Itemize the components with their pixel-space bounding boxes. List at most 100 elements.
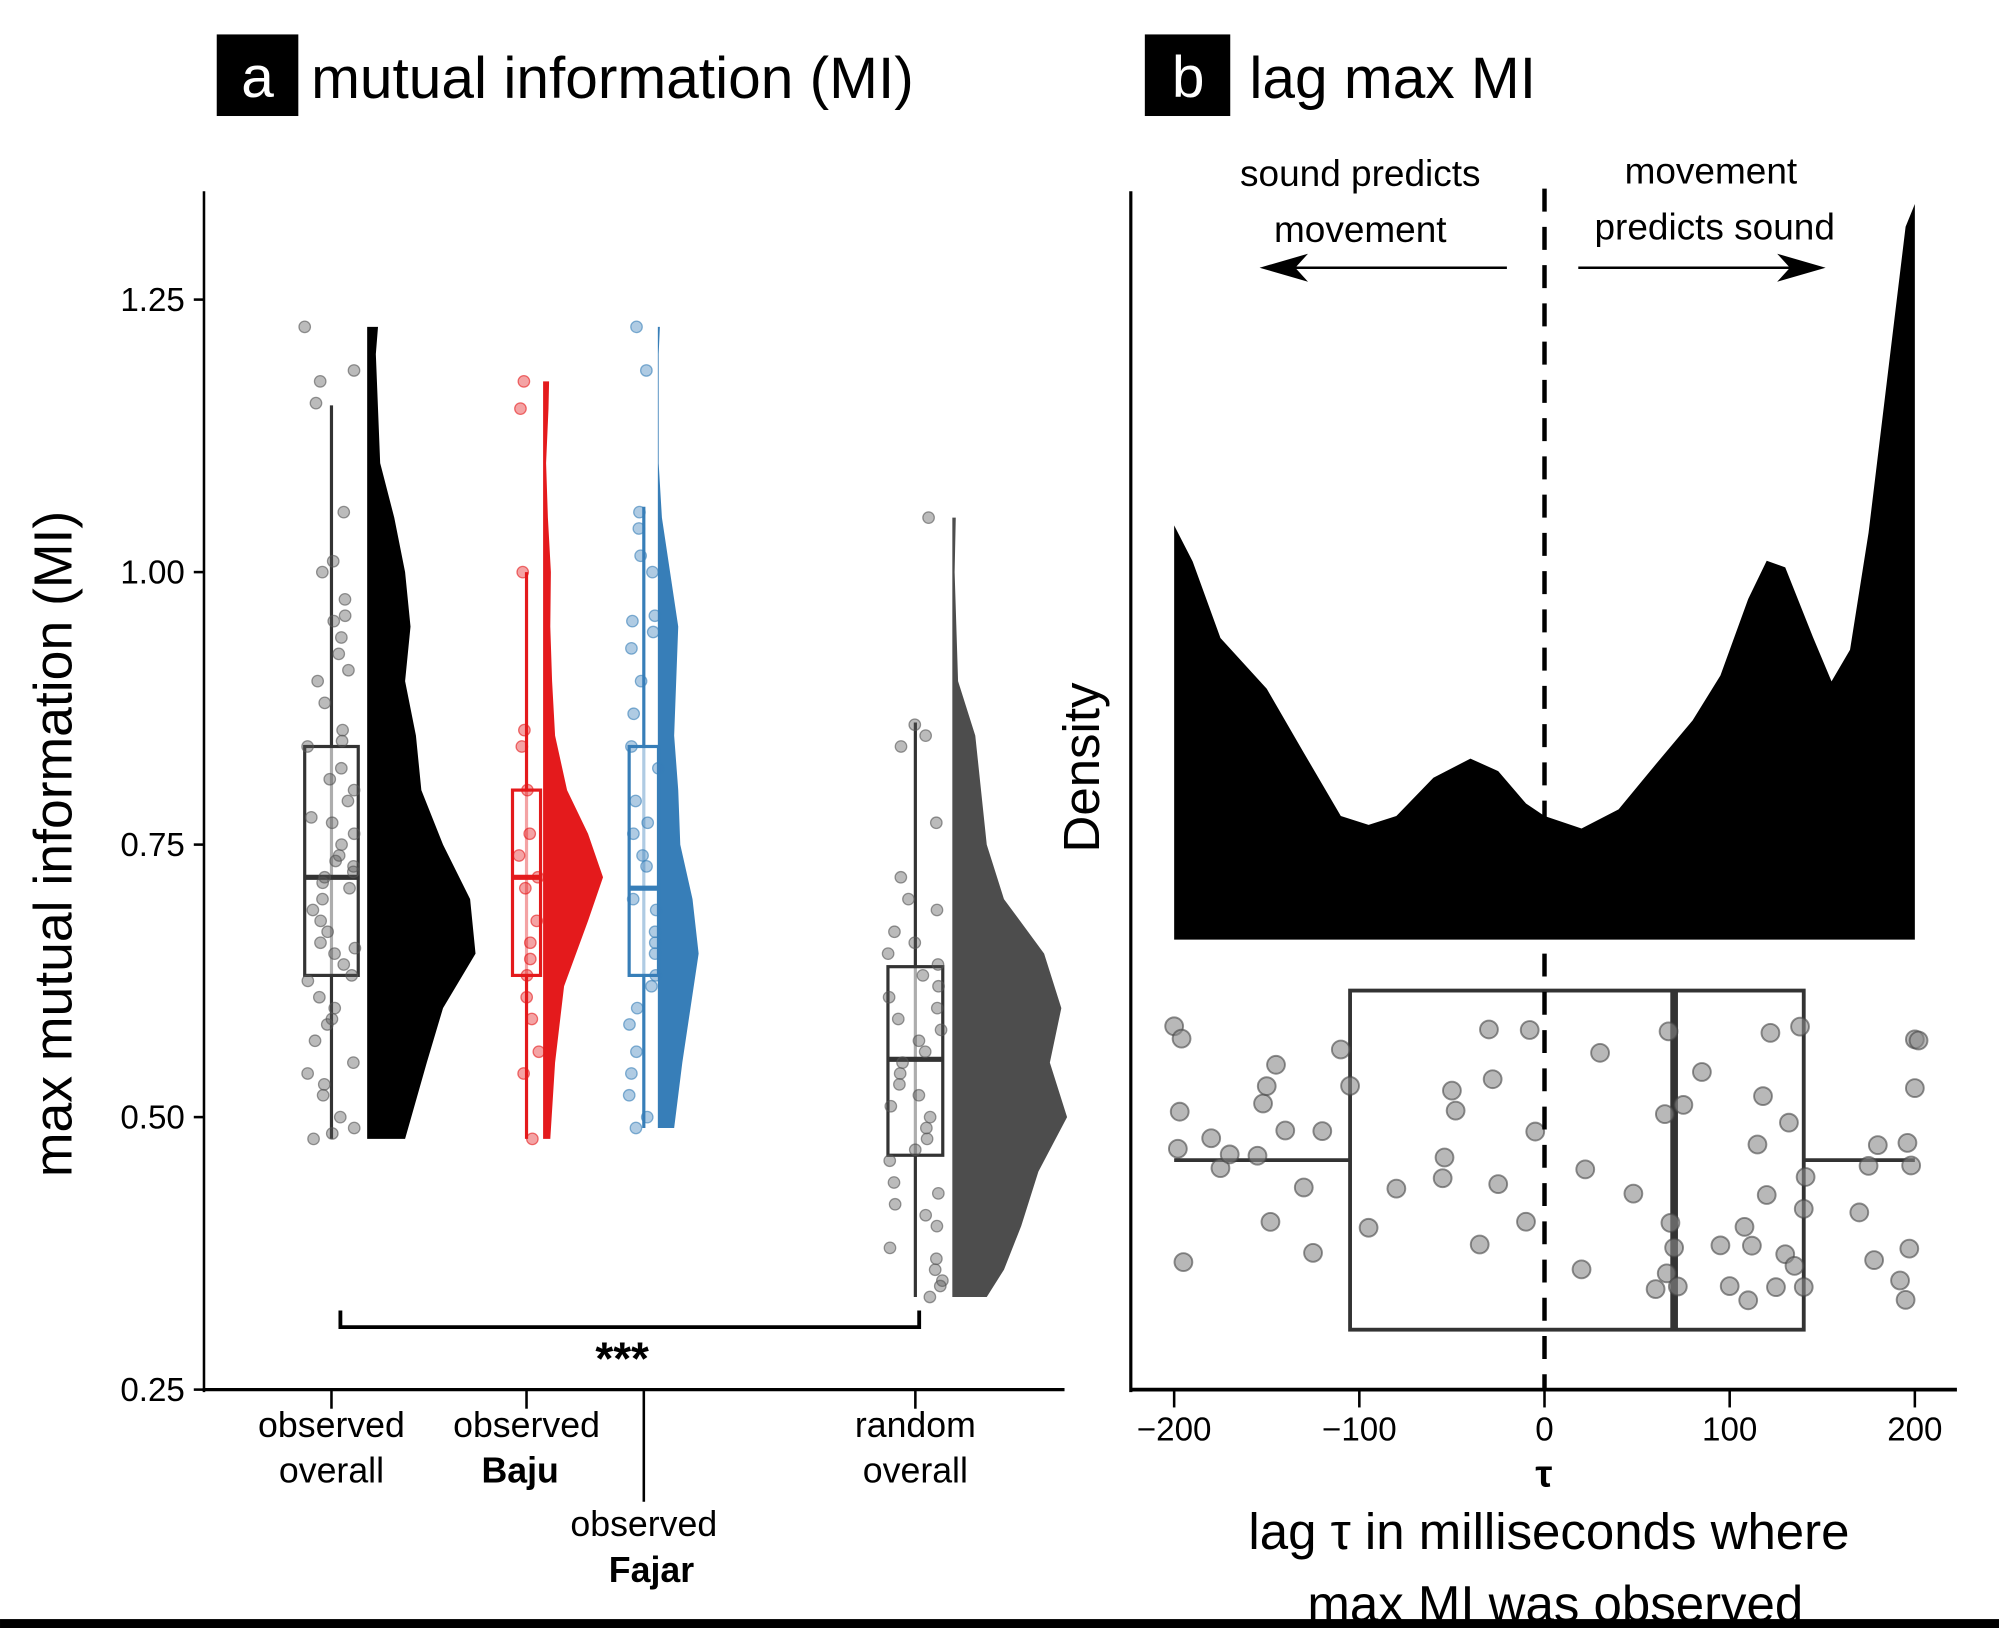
data-point xyxy=(931,1187,945,1200)
data-point xyxy=(1169,1101,1190,1122)
data-point xyxy=(1734,1216,1755,1237)
data-point xyxy=(1303,1242,1323,1263)
data-point xyxy=(883,1154,897,1168)
data-point xyxy=(325,816,339,830)
annotation-left-line2: movement xyxy=(1274,209,1447,250)
data-point xyxy=(1901,1155,1922,1176)
data-point xyxy=(627,707,641,721)
data-point xyxy=(908,718,922,732)
data-point xyxy=(1654,1104,1675,1124)
x-tick-label-line1: observed xyxy=(570,1504,717,1544)
data-point xyxy=(1445,1100,1466,1121)
data-point xyxy=(523,952,537,966)
x-tick-label-line1: observed xyxy=(258,1405,405,1445)
data-point xyxy=(649,969,663,982)
data-point xyxy=(888,1197,902,1211)
data-point xyxy=(328,947,341,960)
tau-label: τ xyxy=(1535,1452,1552,1495)
data-point xyxy=(1590,1042,1610,1063)
data-point xyxy=(1779,1112,1799,1133)
significance-bracket xyxy=(338,1310,922,1330)
data-point xyxy=(916,969,930,982)
data-point xyxy=(932,979,945,993)
data-point xyxy=(1858,1155,1879,1176)
data-point xyxy=(512,849,526,862)
data-point xyxy=(1219,1144,1240,1165)
data-point xyxy=(336,723,349,737)
data-point xyxy=(630,320,643,334)
data-point xyxy=(1167,1138,1188,1159)
data-point xyxy=(1673,1095,1694,1115)
data-point xyxy=(1867,1135,1888,1156)
data-point xyxy=(1756,1185,1777,1205)
data-point xyxy=(883,1241,897,1255)
data-point xyxy=(525,1132,539,1146)
y-tick-label: 1.25 xyxy=(120,282,184,319)
data-point xyxy=(523,936,537,950)
data-point xyxy=(334,761,348,775)
data-point xyxy=(315,565,329,579)
data-point xyxy=(1275,1120,1296,1141)
data-point xyxy=(1784,1256,1805,1276)
data-point xyxy=(518,881,532,895)
data-point xyxy=(520,990,534,1004)
data-point xyxy=(648,947,662,960)
data-point xyxy=(301,740,314,753)
data-point xyxy=(922,511,935,524)
data-point xyxy=(517,374,531,388)
data-point xyxy=(1753,1086,1773,1107)
data-point xyxy=(1645,1279,1666,1300)
data-point xyxy=(625,642,638,655)
arrow-right xyxy=(1578,253,1826,282)
bottom-bar xyxy=(0,1619,1999,1628)
data-point xyxy=(634,549,648,563)
data-point xyxy=(1904,1078,1925,1098)
data-point xyxy=(649,903,663,917)
violin-fajar xyxy=(657,326,699,1128)
data-point xyxy=(347,783,361,797)
data-point xyxy=(908,1143,922,1157)
data-point xyxy=(1895,1289,1916,1310)
data-point xyxy=(316,1088,330,1102)
data-point xyxy=(919,1121,933,1135)
data-point xyxy=(1210,1158,1231,1178)
data-point xyxy=(1692,1062,1712,1082)
data-point xyxy=(648,609,662,623)
data-point xyxy=(627,827,640,841)
data-point xyxy=(1482,1069,1503,1090)
data-point xyxy=(309,396,323,410)
data-point xyxy=(888,925,901,939)
data-point xyxy=(648,936,662,950)
y-tick-label: 0.25 xyxy=(120,1372,184,1409)
data-point xyxy=(930,1001,944,1015)
panel-a-plot: 0.25 0.50 0.75 1.00 1.25 observed overall obser… xyxy=(120,191,1068,1590)
data-point xyxy=(912,1034,926,1048)
data-point xyxy=(646,565,659,579)
panel-b-plot: −200 −100 0 100 200 τ xyxy=(1129,188,1957,1495)
data-point xyxy=(347,364,361,377)
data-point xyxy=(929,816,943,830)
data-point xyxy=(346,1056,360,1069)
data-point xyxy=(1479,1019,1499,1040)
data-point xyxy=(1434,1147,1455,1168)
data-point xyxy=(312,990,326,1004)
data-point xyxy=(919,729,933,742)
data-point xyxy=(923,1290,937,1304)
data-point xyxy=(908,936,922,950)
data-point xyxy=(1719,1276,1740,1296)
data-point xyxy=(323,772,337,786)
data-point xyxy=(1710,1235,1731,1256)
data-point xyxy=(298,320,312,334)
data-point xyxy=(1656,1263,1677,1284)
violin-overall xyxy=(367,326,476,1139)
density-area xyxy=(1174,203,1915,940)
data-point xyxy=(934,1023,948,1037)
data-point xyxy=(1738,1290,1759,1311)
panel-b-x-label-line1: lag τ in milliseconds where xyxy=(1248,1503,1849,1560)
data-point xyxy=(912,1088,926,1102)
data-point xyxy=(530,914,544,928)
data-point xyxy=(516,565,530,579)
data-point xyxy=(640,860,653,873)
data-point xyxy=(1793,1198,1814,1219)
data-point xyxy=(919,1208,933,1222)
